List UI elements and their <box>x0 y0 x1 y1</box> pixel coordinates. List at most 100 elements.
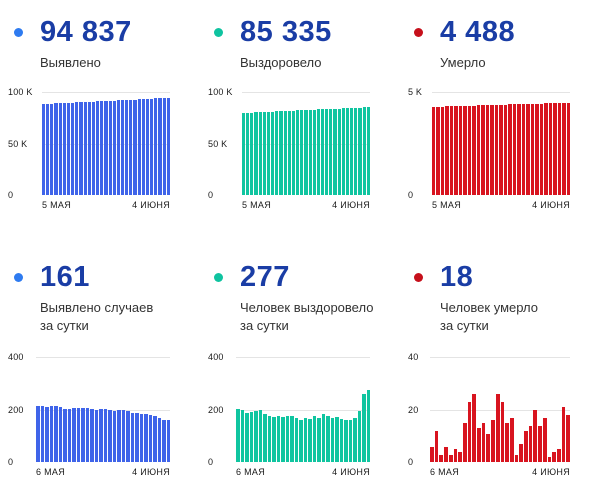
panel-deaths-total: 4 488 Умерло 5 K 0 5 МАЯ 4 ИЮНЯ <box>400 0 600 245</box>
bar <box>45 406 49 463</box>
bar <box>500 402 505 463</box>
bar <box>150 98 154 196</box>
bar <box>326 416 330 463</box>
gridline <box>36 357 170 359</box>
bar <box>333 108 337 196</box>
stat-headline: 18 <box>408 259 600 295</box>
bar <box>258 409 262 463</box>
bar <box>330 418 334 463</box>
legend-dot-blue <box>14 272 23 282</box>
bar <box>337 108 341 196</box>
chart-recovered-daily: 400 200 0 6 МАЯ 4 ИЮНЯ <box>208 352 370 477</box>
bar <box>133 99 137 196</box>
stat-value: 94 837 <box>40 15 132 48</box>
bar <box>341 108 345 196</box>
x-axis-label-start: 5 МАЯ <box>42 200 72 211</box>
bar <box>494 104 499 196</box>
bar <box>108 100 112 196</box>
bar <box>75 102 79 196</box>
x-axis-label-end: 4 ИЮНЯ <box>132 200 170 211</box>
bar <box>491 420 495 463</box>
bar <box>162 97 166 196</box>
bar <box>312 109 316 196</box>
bar <box>449 106 454 196</box>
stat-headline: 277 <box>208 259 400 295</box>
x-axis-label-start: 5 МАЯ <box>242 200 272 211</box>
bar <box>153 415 157 463</box>
bar <box>145 98 150 196</box>
bar <box>137 99 141 196</box>
bar-series <box>430 357 571 463</box>
bar <box>279 111 283 196</box>
bar <box>512 104 517 196</box>
bar-series <box>42 92 170 196</box>
legend-dot-teal <box>214 27 223 37</box>
bar <box>366 107 370 196</box>
bar <box>535 103 539 196</box>
x-axis-label-end: 4 ИЮНЯ <box>532 467 570 478</box>
bar <box>481 105 485 196</box>
bar <box>495 394 500 463</box>
bar <box>539 103 544 196</box>
bar-series <box>432 92 571 196</box>
bar <box>467 105 472 196</box>
x-axis-labels: 6 МАЯ 4 ИЮНЯ <box>236 467 370 477</box>
legend-dot-blue <box>14 27 23 37</box>
panel-recovered-total: 85 335 Выздоровело 100 K 50 K 0 5 МАЯ 4 ИЮНЯ <box>200 0 400 245</box>
bar <box>54 406 58 463</box>
bar <box>120 100 125 196</box>
bar <box>439 454 444 463</box>
bar <box>254 410 258 463</box>
bar <box>348 419 352 463</box>
bar <box>267 415 271 463</box>
bar <box>320 109 325 196</box>
y-axis-tick: 20 <box>408 404 419 415</box>
bar <box>299 419 303 463</box>
bar <box>458 105 463 196</box>
bar <box>112 100 116 196</box>
bar <box>139 413 143 463</box>
bar <box>562 102 566 196</box>
y-axis-tick: 50 K <box>8 138 28 149</box>
bar <box>275 111 279 196</box>
bar <box>83 101 87 196</box>
bar <box>303 417 307 463</box>
bar <box>281 417 285 463</box>
legend-dot-red <box>414 27 423 37</box>
bar <box>96 101 100 196</box>
bar <box>245 413 249 463</box>
bar <box>49 406 53 463</box>
bar <box>157 417 161 463</box>
y-axis-tick: 400 <box>8 352 24 363</box>
bar <box>276 415 280 463</box>
bar <box>271 111 275 196</box>
bar <box>144 414 148 463</box>
bar <box>308 109 312 196</box>
bar <box>40 406 44 463</box>
chart-deaths-total: 5 K 0 5 МАЯ 4 ИЮНЯ <box>408 87 571 210</box>
bar <box>291 110 296 196</box>
plot-area: 40 20 0 <box>408 352 571 467</box>
bar <box>254 112 258 196</box>
bar <box>116 100 120 196</box>
x-axis-labels: 6 МАЯ 4 ИЮНЯ <box>36 467 170 477</box>
bar <box>308 419 312 463</box>
x-axis-label-end: 4 ИЮНЯ <box>132 467 170 478</box>
bar <box>354 107 358 196</box>
bar <box>285 416 289 463</box>
bar <box>103 409 107 463</box>
bar <box>258 112 262 196</box>
plot-area: 5 K 0 <box>408 87 571 200</box>
gridline <box>242 92 370 94</box>
bar <box>509 417 514 463</box>
bar <box>486 433 491 463</box>
bar <box>240 410 244 463</box>
stat-value: 18 <box>440 260 474 293</box>
bar <box>321 413 325 463</box>
x-axis-label-end: 4 ИЮНЯ <box>332 467 370 478</box>
y-axis-tick: 0 <box>408 457 414 468</box>
y-axis-tick: 200 <box>8 404 24 415</box>
bar <box>71 102 75 196</box>
bar <box>561 407 566 463</box>
